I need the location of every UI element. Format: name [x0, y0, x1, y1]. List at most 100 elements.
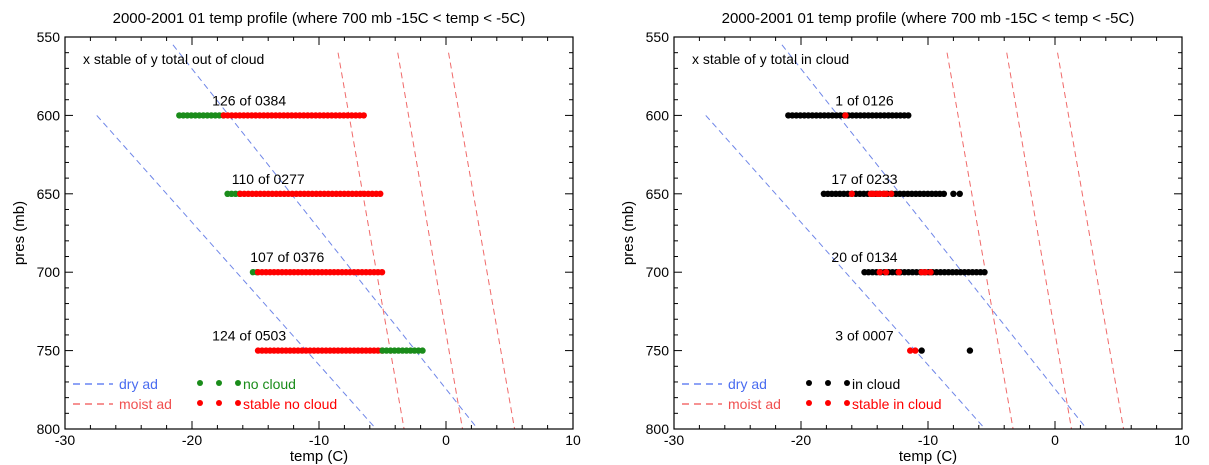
moist-adiabat-line-4: [448, 52, 516, 429]
stable-point-700-0: [876, 269, 883, 276]
level-label-600: 126 of 0384: [212, 92, 286, 108]
x-tick-label: 0: [442, 432, 450, 448]
legend-marker-swatch: [216, 400, 222, 406]
x-tick-label: 10: [565, 432, 581, 448]
point-650-0: [940, 190, 948, 197]
point-750-extra-0: [918, 347, 925, 354]
legend-marker-swatch: [235, 380, 241, 386]
reference-lines: [96, 44, 516, 429]
legend-marker-swatch: [197, 380, 203, 386]
y-tick-label: 650: [37, 186, 61, 202]
y-tick-label: 750: [37, 343, 61, 359]
y-tick-label: 800: [37, 421, 61, 437]
point-750-1: [419, 347, 426, 354]
x-tick-label: -20: [182, 432, 202, 448]
stable-point-600-0: [842, 112, 849, 119]
moist-adiabat-line-3: [1006, 52, 1073, 429]
point-700-0: [981, 269, 988, 276]
data-points: [176, 112, 426, 354]
corner-note: x stable of y total out of cloud: [83, 51, 264, 67]
chart-title: 2000-2001 01 temp profile (where 700 mb …: [722, 10, 1135, 27]
level-label-750: 3 of 0007: [835, 328, 894, 344]
y-tick-label: 650: [646, 186, 670, 202]
stable-point-700-5: [882, 269, 890, 276]
x-tick-label: 10: [1174, 432, 1190, 448]
legend-line-label: dry ad: [728, 376, 767, 392]
chart-out-of-cloud: 2000-2001 01 temp profile (where 700 mb …: [11, 10, 581, 465]
y-axis: 550 600 650 700 750 800: [37, 29, 573, 437]
stable-point-700-3: [922, 269, 929, 276]
level-label-650: 110 of 0277: [232, 171, 305, 187]
stable-point-700-4: [927, 269, 934, 276]
point-600-1: [360, 112, 367, 119]
y-tick-label: 550: [37, 29, 61, 45]
legend-line-label: moist ad: [119, 396, 172, 412]
moist-adiabat-line-3: [397, 52, 464, 429]
dry-adiabat-line-1: [172, 44, 479, 429]
stable-point-650-7: [848, 190, 855, 197]
x-axis-label: temp (C): [899, 448, 957, 465]
legend-marker-swatch: [825, 380, 831, 386]
dry-adiabat-line-1: [781, 44, 1088, 429]
y-tick-label: 550: [646, 29, 670, 45]
legend-marker-swatch: [844, 400, 850, 406]
stable-point-650-6: [887, 190, 895, 197]
y-axis-label: pres (mb): [11, 201, 28, 265]
point-700-1: [378, 269, 386, 276]
point-600-0: [905, 112, 912, 119]
legend-marker-swatch: [825, 400, 831, 406]
dry-adiabat-line-0: [96, 115, 377, 429]
moist-adiabat-line-2: [337, 52, 405, 429]
legend-marker-label: in cloud: [852, 376, 900, 392]
x-tick-label: -20: [791, 432, 811, 448]
y-axis: 550 600 650 700 750 800: [646, 29, 1182, 437]
x-tick-label: -30: [55, 432, 75, 448]
point-750-extra-1: [966, 347, 974, 354]
chart-title: 2000-2001 01 temp profile (where 700 mb …: [113, 10, 526, 27]
point-650-extra-1: [956, 190, 963, 197]
chart-in-cloud: 2000-2001 01 temp profile (where 700 mb …: [620, 10, 1190, 465]
y-tick-label: 600: [646, 107, 670, 123]
dry-adiabat-line-0: [705, 115, 986, 429]
legend-marker-label: stable in cloud: [852, 396, 942, 412]
legend-marker-swatch: [216, 380, 222, 386]
x-axis-label: temp (C): [290, 448, 348, 465]
legend-marker-swatch: [806, 400, 812, 406]
legend-line-label: dry ad: [119, 376, 158, 392]
x-axis: -30 -20 -10 0 10: [664, 37, 1190, 448]
level-label-750: 124 of 0503: [212, 328, 286, 344]
stable-point-700-1: [895, 269, 902, 276]
legend-marker-swatch: [197, 400, 203, 406]
level-label-700: 107 of 0376: [250, 249, 324, 265]
stable-point-650-5: [882, 190, 890, 197]
x-tick-label: -30: [664, 432, 684, 448]
legend: dry ad moist ad in cloud stable in cloud: [682, 376, 942, 412]
plot-frame: [673, 36, 1183, 430]
stable-point-750-1: [912, 347, 919, 354]
x-tick-label: 0: [1051, 432, 1059, 448]
moist-adiabat-line-2: [946, 52, 1014, 429]
legend: dry ad moist ad no cloud stable no cloud: [73, 376, 337, 412]
level-label-700: 20 of 0134: [831, 249, 897, 265]
data-points: [785, 112, 988, 354]
legend-marker-swatch: [844, 380, 850, 386]
point-650-1: [377, 190, 384, 197]
y-tick-label: 800: [646, 421, 670, 437]
y-tick-label: 700: [646, 264, 670, 280]
y-tick-label: 750: [646, 343, 670, 359]
legend-marker-label: stable no cloud: [243, 396, 337, 412]
legend-marker-swatch: [806, 380, 812, 386]
corner-note: x stable of y total in cloud: [692, 51, 849, 67]
x-axis: -30 -20 -10 0 10: [55, 37, 581, 448]
level-label-650: 17 of 0233: [831, 171, 897, 187]
legend-marker-label: no cloud: [243, 376, 296, 392]
reference-lines: [705, 44, 1125, 429]
point-650-extra-0: [950, 190, 957, 197]
stable-point-750-0: [907, 347, 914, 354]
legend-line-label: moist ad: [728, 396, 781, 412]
y-tick-label: 700: [37, 264, 61, 280]
legend-marker-swatch: [235, 400, 241, 406]
level-label-600: 1 of 0126: [835, 92, 894, 108]
y-axis-label: pres (mb): [620, 201, 637, 265]
